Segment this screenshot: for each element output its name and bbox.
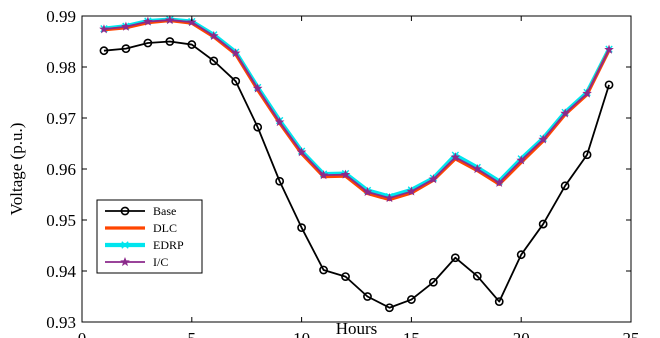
legend-box bbox=[96, 199, 203, 274]
axes: 0 5 10 15 20 25 0.93 0.94 0.95 0.96 0.97 0.98 0.99 bbox=[46, 7, 639, 338]
data-point-base bbox=[582, 150, 592, 160]
data-point-base bbox=[231, 76, 241, 86]
legend-entry-base: Base bbox=[105, 204, 176, 218]
data-point-base bbox=[187, 40, 197, 49]
series-line-edrp bbox=[103, 17, 611, 199]
data-point-i-c bbox=[384, 193, 395, 203]
data-point-i-c bbox=[187, 17, 197, 27]
data-point-i-c bbox=[450, 152, 461, 162]
series-line-i-c bbox=[103, 19, 610, 199]
data-point-base bbox=[538, 219, 548, 229]
legend-label-edrp: EDRP bbox=[153, 238, 184, 252]
data-point-i-c bbox=[296, 147, 307, 157]
data-point-base bbox=[121, 44, 131, 54]
y-tick-label: 0.95 bbox=[46, 211, 76, 230]
y-tick-label: 0.99 bbox=[46, 7, 76, 26]
x-axis-title: Hours bbox=[336, 319, 378, 338]
series-dlc bbox=[103, 18, 611, 202]
y-tick-label: 0.93 bbox=[46, 313, 76, 332]
legend-entry-edrp: EDRP bbox=[105, 238, 184, 252]
data-point-base bbox=[319, 265, 328, 275]
y-tick-label: 0.97 bbox=[46, 109, 76, 128]
data-point-base bbox=[385, 303, 394, 313]
data-point-i-c bbox=[230, 48, 241, 58]
x-tick-label: 10 bbox=[293, 329, 310, 338]
data-point-base bbox=[494, 297, 504, 306]
x-tick-label: 20 bbox=[513, 329, 530, 338]
plot-area bbox=[99, 15, 614, 313]
data-point-base bbox=[297, 223, 306, 233]
data-point-base bbox=[604, 80, 614, 90]
data-point-base bbox=[143, 38, 153, 48]
data-point-base bbox=[560, 181, 570, 191]
legend-entry-i-c: I/C bbox=[105, 255, 168, 269]
data-point-i-c bbox=[165, 15, 175, 25]
x-tick-label: 0 bbox=[78, 329, 87, 338]
data-point-i-c bbox=[340, 169, 351, 179]
data-point-base bbox=[472, 271, 482, 281]
data-point-base bbox=[516, 250, 526, 260]
data-point-i-c bbox=[274, 117, 285, 127]
legend-label-dlc: DLC bbox=[153, 221, 177, 235]
legend-label-base: Base bbox=[153, 204, 176, 218]
legend: Base DLC EDRP I/C bbox=[96, 199, 203, 274]
series-line-dlc bbox=[103, 18, 611, 202]
legend-entry-dlc: DLC bbox=[105, 221, 177, 235]
data-point-base bbox=[275, 176, 285, 186]
data-point-i-c bbox=[406, 186, 417, 196]
data-point-i-c bbox=[143, 16, 153, 26]
y-axis-title: Voltage (p.u.) bbox=[7, 123, 26, 216]
data-point-i-c bbox=[560, 108, 570, 118]
data-point-base bbox=[99, 46, 109, 56]
data-point-base bbox=[363, 292, 372, 301]
data-point-i-c bbox=[516, 155, 526, 165]
data-point-i-c bbox=[472, 163, 483, 174]
data-point-base bbox=[450, 253, 460, 263]
legend-marker-edrp bbox=[121, 241, 129, 249]
x-tick-label: 15 bbox=[403, 329, 420, 338]
y-tick-label: 0.98 bbox=[46, 58, 76, 77]
data-point-base bbox=[406, 295, 416, 304]
series-base bbox=[99, 37, 614, 313]
data-point-base bbox=[165, 37, 175, 46]
data-point-base bbox=[209, 56, 219, 66]
data-point-base bbox=[253, 122, 263, 132]
legend-label-i-c: I/C bbox=[153, 255, 168, 269]
data-point-base bbox=[341, 272, 350, 282]
series-i-c bbox=[99, 15, 614, 203]
legend-marker-base bbox=[120, 206, 130, 216]
data-point-i-c bbox=[252, 83, 263, 93]
axes-box bbox=[81, 15, 632, 323]
legend-marker-i-c bbox=[120, 256, 130, 267]
data-point-i-c bbox=[99, 24, 109, 34]
series-edrp bbox=[100, 15, 613, 201]
data-point-i-c bbox=[428, 174, 439, 184]
x-tick-label: 5 bbox=[188, 329, 197, 338]
data-point-i-c bbox=[121, 21, 131, 31]
data-point-i-c bbox=[582, 88, 592, 98]
data-point-i-c bbox=[208, 30, 219, 40]
data-point-i-c bbox=[604, 44, 614, 54]
data-point-i-c bbox=[494, 177, 505, 187]
data-point-base bbox=[428, 277, 438, 287]
data-point-i-c bbox=[362, 186, 373, 197]
x-tick-label: 25 bbox=[623, 329, 640, 338]
y-tick-label: 0.94 bbox=[46, 262, 76, 281]
data-point-i-c bbox=[538, 134, 548, 144]
y-tick-label: 0.96 bbox=[46, 160, 76, 179]
data-point-i-c bbox=[318, 170, 329, 180]
